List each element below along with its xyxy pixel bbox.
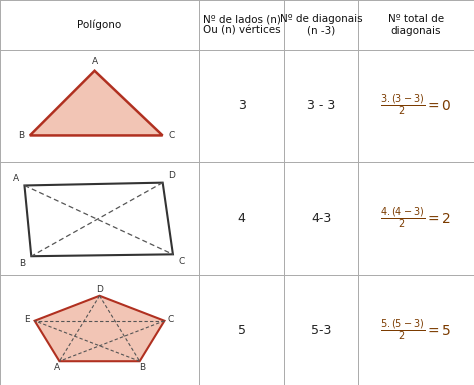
Text: Nº de diagonais
(n -3): Nº de diagonais (n -3) [280, 14, 363, 36]
Text: A: A [54, 363, 60, 372]
Text: B: B [139, 363, 145, 372]
Text: 4-3: 4-3 [311, 212, 331, 225]
Text: B: B [18, 131, 24, 140]
Text: C: C [179, 257, 185, 266]
Text: 5-3: 5-3 [311, 324, 331, 336]
Text: Polígono: Polígono [77, 20, 122, 30]
Text: D: D [96, 285, 103, 294]
Text: A: A [13, 174, 19, 183]
Polygon shape [25, 182, 173, 256]
Text: 4: 4 [238, 212, 246, 225]
Text: E: E [24, 315, 30, 325]
Text: D: D [168, 171, 175, 180]
Polygon shape [30, 71, 163, 136]
Text: C: C [168, 131, 174, 140]
Text: Nº total de
diagonais: Nº total de diagonais [388, 14, 444, 36]
Text: 5: 5 [238, 324, 246, 336]
Polygon shape [35, 296, 164, 361]
Text: A: A [91, 57, 98, 66]
Text: C: C [168, 315, 174, 325]
Text: B: B [19, 259, 26, 268]
Text: $\frac{4.(4-3)}{2}=2$: $\frac{4.(4-3)}{2}=2$ [380, 206, 452, 231]
Text: Nº de lados (n)
Ou (n) vértices: Nº de lados (n) Ou (n) vértices [203, 14, 281, 36]
Text: 3: 3 [238, 99, 246, 112]
Text: $\frac{5.(5-3)}{2}=5$: $\frac{5.(5-3)}{2}=5$ [380, 318, 452, 343]
Text: 3 - 3: 3 - 3 [307, 99, 335, 112]
Text: $\frac{3.(3-3)}{2}=0$: $\frac{3.(3-3)}{2}=0$ [380, 93, 452, 119]
